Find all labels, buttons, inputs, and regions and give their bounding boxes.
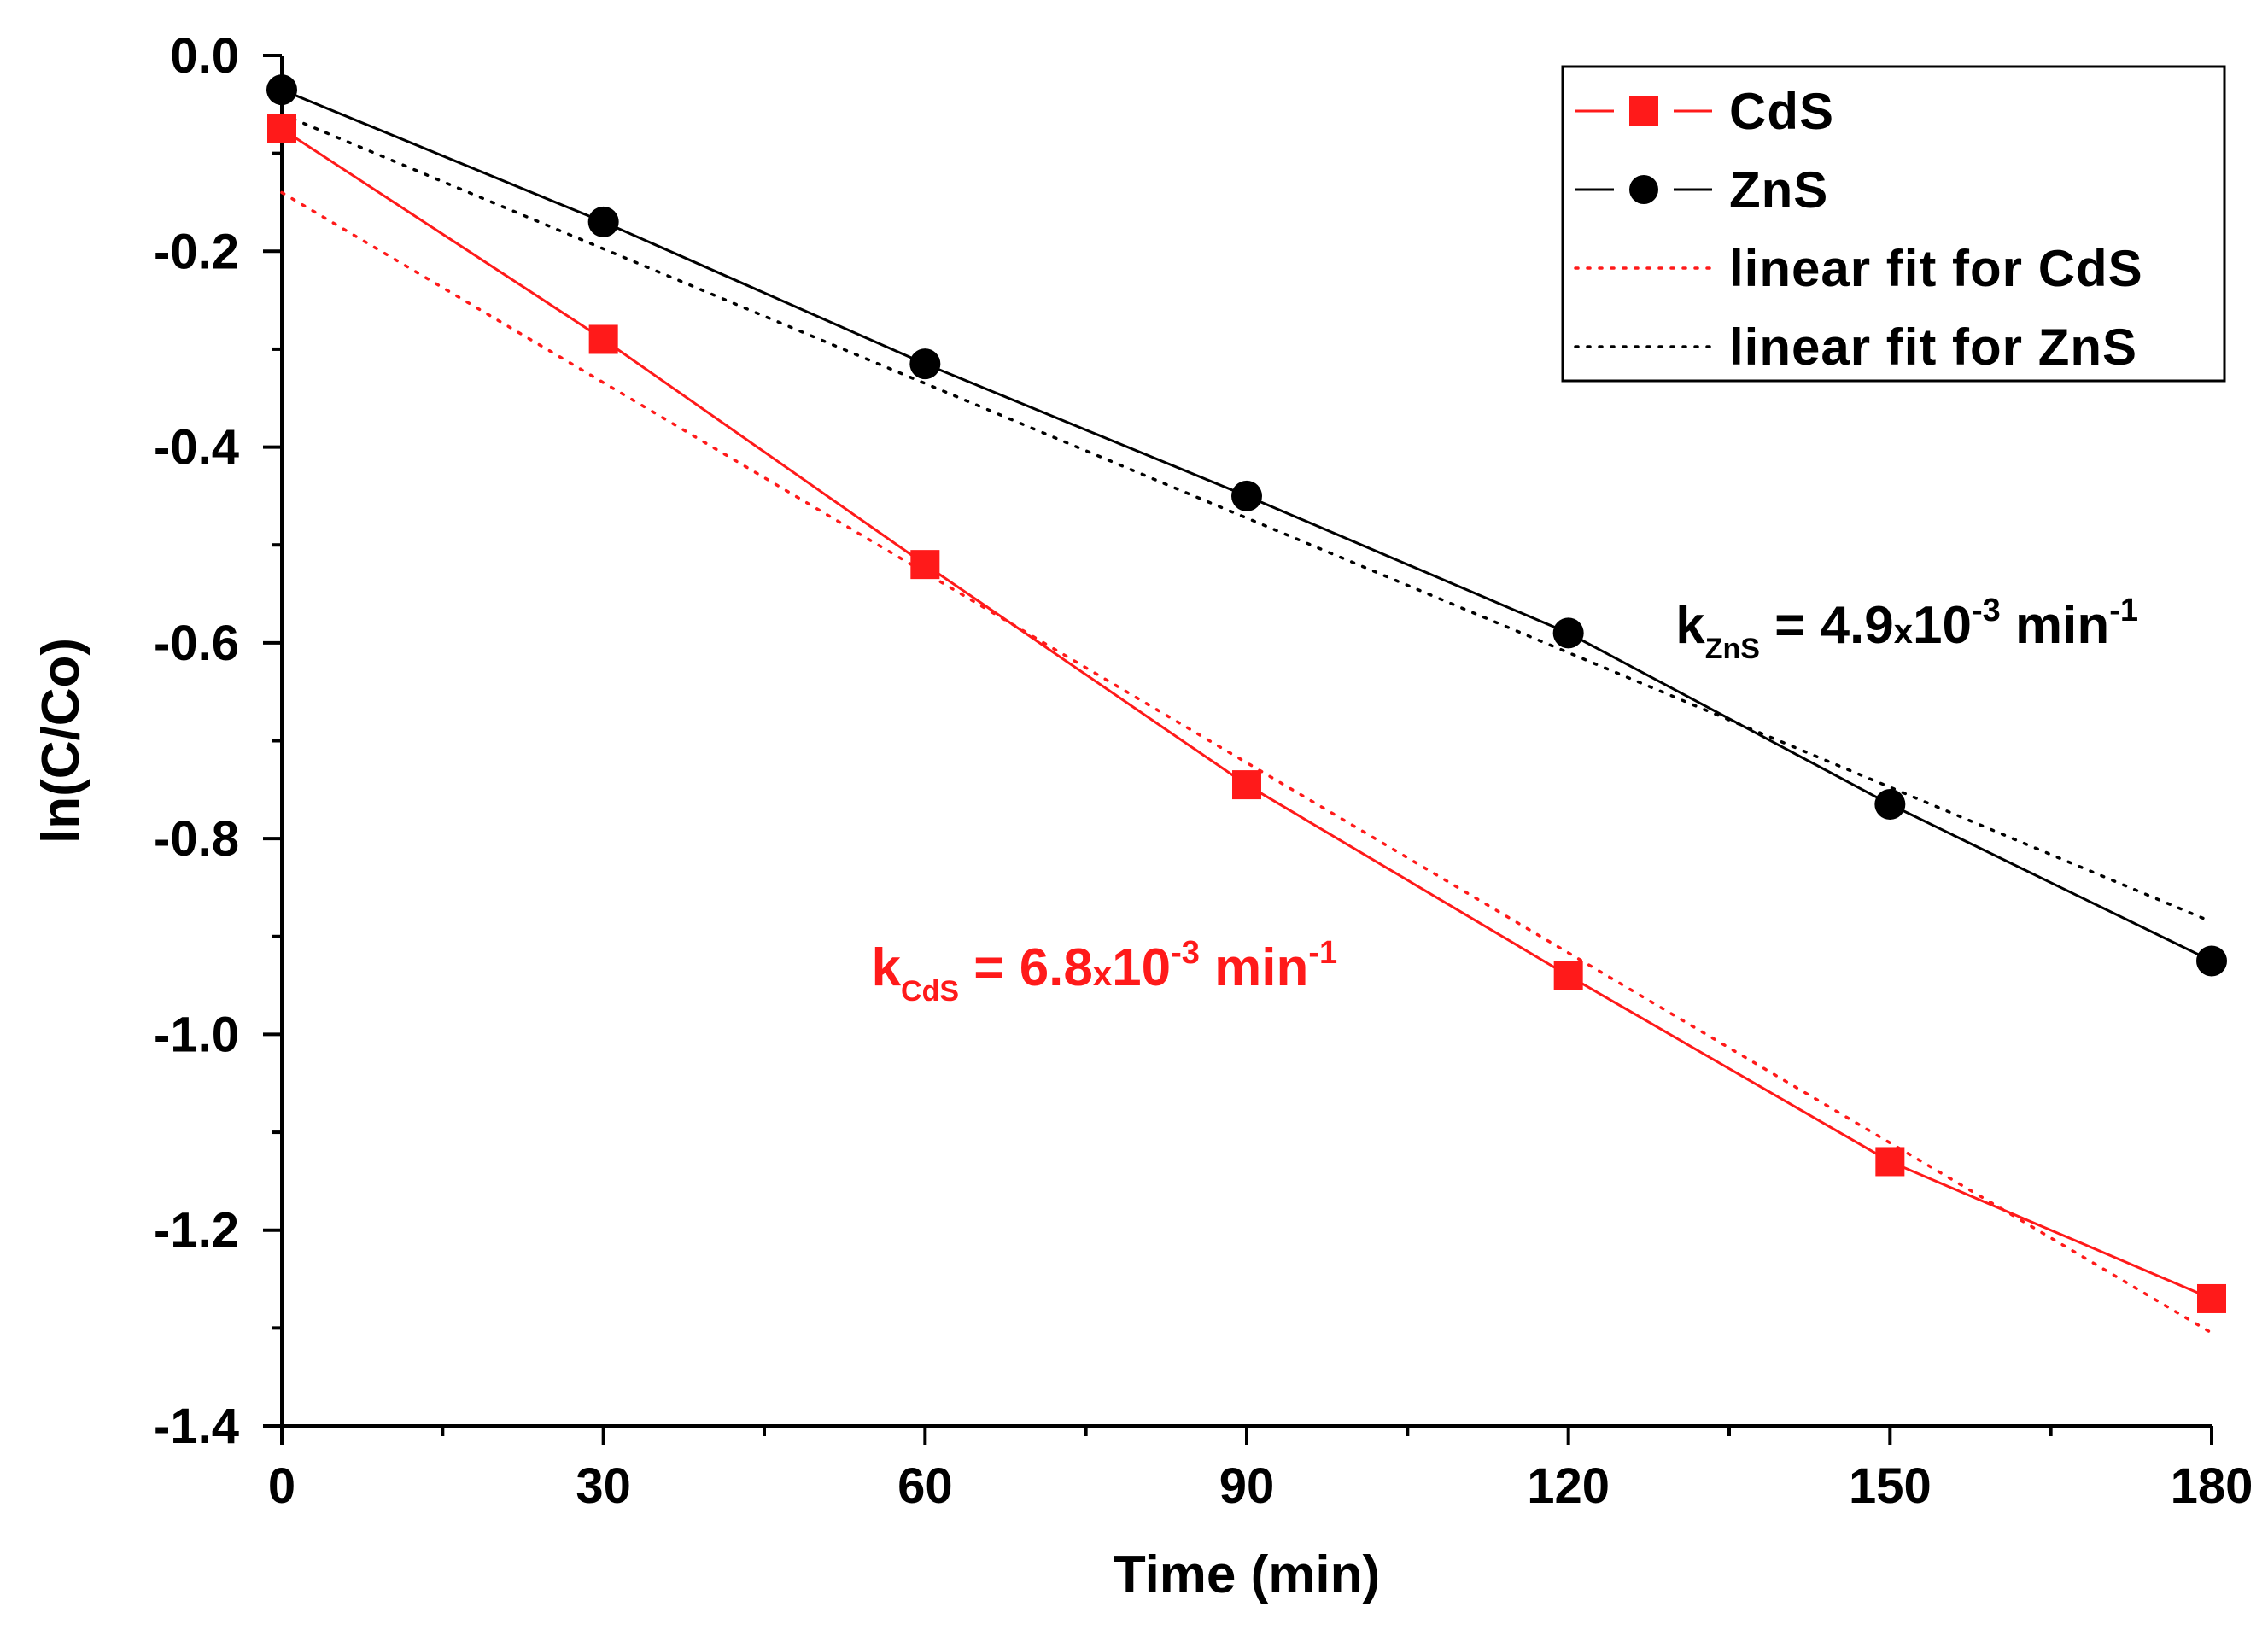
rate-constant-zns: kZnS = 4.9x10-3 min-1	[1675, 593, 2138, 665]
legend-box	[1561, 65, 2226, 383]
legend-label-cds: CdS	[1729, 83, 1834, 140]
cds-point	[588, 324, 618, 354]
axes: 0 30 60 90 120 150 180 0.0 -0.2 -0.4 -0.6 -0.8 -1.0 -…	[32, 28, 2253, 1604]
cds-point	[1553, 961, 1583, 990]
y-axis-title: ln(C/Co)	[32, 638, 91, 844]
cds-point	[267, 114, 296, 143]
cds-point	[1875, 1147, 1905, 1177]
zns-point	[909, 348, 941, 380]
x-axis-title: Time (min)	[1114, 1545, 1380, 1604]
legend-marker-zns	[1629, 175, 1658, 204]
linear-fit-for-zns-line	[280, 113, 2213, 924]
annotation-part: x	[1093, 955, 1112, 993]
zns-point	[266, 74, 297, 106]
legend-label-zns: ZnS	[1729, 161, 1828, 219]
x-tick-label: 0	[268, 1458, 295, 1514]
annotation-part: -3	[1972, 593, 2001, 628]
data-markers	[266, 74, 2227, 1313]
y-tick-label: -0.2	[154, 224, 239, 279]
fit-lines	[280, 113, 2213, 1335]
annotation-part: x	[1894, 613, 1913, 651]
y-tick-label: -1.4	[154, 1399, 239, 1454]
zns-point	[1874, 789, 1906, 821]
annotation-part: -1	[2109, 593, 2138, 628]
annotation-part: = 4.9	[1760, 596, 1894, 655]
linear-fit-for-cds-line	[280, 190, 2213, 1335]
legend-label-linear-fit-for-zns: linear fit for ZnS	[1729, 318, 2137, 376]
annotation-part: min	[2001, 596, 2109, 655]
cds-point	[2197, 1283, 2226, 1313]
y-tick-label: -0.6	[154, 616, 239, 671]
y-tick-label: 0.0	[170, 28, 239, 84]
legend-marker-cds	[1629, 96, 1658, 126]
zns-point	[2196, 945, 2227, 977]
y-tick-label: -0.8	[154, 811, 239, 867]
x-tick-label: 60	[897, 1458, 953, 1514]
annotation-part: -3	[1171, 935, 1200, 971]
annotation-part: k	[1675, 596, 1705, 655]
annotation-part: = 6.8	[959, 938, 1093, 997]
annotation-part: -1	[1308, 935, 1337, 971]
x-tick-label: 90	[1219, 1458, 1275, 1514]
rate-constant-cds: kCdS = 6.8x10-3 min-1	[872, 935, 1338, 1008]
y-tick-label: -1.0	[154, 1007, 239, 1062]
y-tick-label: -0.4	[154, 420, 239, 476]
x-tick-label: 150	[1849, 1458, 1932, 1514]
zns-point	[587, 206, 619, 237]
annotation-part: ZnS	[1705, 633, 1760, 665]
annotation-part: k	[872, 938, 902, 997]
zns-point	[1231, 480, 1262, 511]
annotation-part: 10	[1913, 596, 1972, 655]
legend: CdS ZnS linear fit for CdS linear fit for Z…	[1561, 65, 2226, 383]
y-tick-label: -1.2	[154, 1203, 239, 1259]
zns-point	[1552, 617, 1584, 649]
x-tick-label: 180	[2171, 1458, 2253, 1514]
annotation-part: min	[1200, 938, 1308, 997]
legend-label-linear-fit-for-cds: linear fit for CdS	[1729, 240, 2143, 297]
cds-point	[910, 550, 940, 580]
annotation-part: 10	[1112, 938, 1171, 997]
annotation-part: CdS	[901, 975, 959, 1008]
x-tick-label: 120	[1527, 1458, 1610, 1514]
cds-point	[1232, 770, 1261, 800]
x-tick-label: 30	[576, 1458, 631, 1514]
